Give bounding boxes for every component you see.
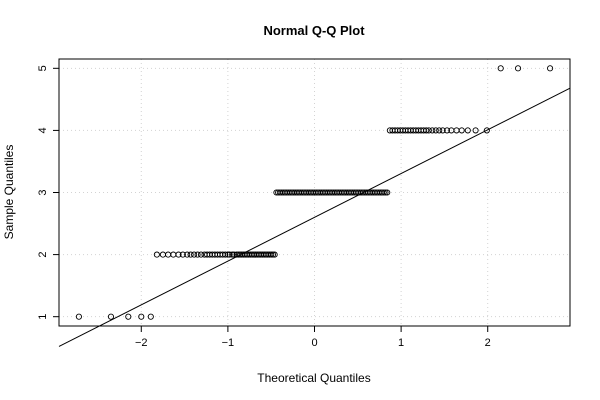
x-tick-label: −1 bbox=[222, 337, 235, 349]
data-point bbox=[187, 251, 194, 258]
data-point bbox=[425, 127, 432, 134]
data-point bbox=[229, 251, 236, 258]
data-point bbox=[165, 251, 172, 258]
data-point bbox=[483, 127, 490, 134]
data-point bbox=[514, 65, 522, 72]
y-axis-label: Sample Quantiles bbox=[2, 145, 16, 240]
y-tick-label: 4 bbox=[37, 127, 49, 133]
data-point bbox=[268, 251, 275, 258]
data-point bbox=[464, 127, 471, 134]
reference-line-group bbox=[58, 87, 571, 347]
data-point bbox=[191, 251, 198, 258]
data-point bbox=[184, 251, 191, 258]
x-tick-label: 1 bbox=[398, 337, 404, 349]
reference-line bbox=[58, 87, 571, 347]
data-point bbox=[423, 127, 430, 134]
data-point bbox=[224, 251, 231, 258]
chart-title: Normal Q-Q Plot bbox=[263, 23, 365, 38]
data-point bbox=[436, 127, 443, 134]
y-tick-label: 5 bbox=[37, 65, 49, 71]
data-point bbox=[230, 251, 238, 258]
data-point bbox=[443, 127, 451, 134]
data-point bbox=[497, 65, 504, 72]
data-point bbox=[429, 127, 436, 134]
data-point bbox=[222, 251, 229, 258]
data-point bbox=[125, 313, 132, 320]
data-point bbox=[153, 251, 160, 258]
grid bbox=[59, 59, 570, 326]
data-point bbox=[382, 189, 389, 196]
data-point bbox=[380, 189, 387, 196]
data-point bbox=[472, 127, 479, 134]
data-point bbox=[147, 313, 154, 320]
data-point bbox=[194, 251, 201, 258]
x-tick-label: 0 bbox=[311, 337, 317, 349]
y-axis: 1 2 3 4 5 bbox=[37, 65, 60, 320]
data-point bbox=[75, 313, 82, 320]
data-point bbox=[458, 127, 465, 134]
x-tick-label: 2 bbox=[485, 337, 491, 349]
x-axis-label: Theoretical Quantiles bbox=[257, 371, 370, 385]
y-tick-label: 1 bbox=[37, 314, 49, 320]
data-point bbox=[159, 251, 166, 258]
data-point bbox=[175, 251, 182, 258]
data-point bbox=[453, 127, 460, 134]
data-point bbox=[197, 251, 205, 258]
data-point bbox=[226, 251, 233, 258]
data-point bbox=[138, 313, 145, 320]
data-point bbox=[384, 189, 391, 196]
x-axis: −2 −1 0 1 2 bbox=[135, 325, 491, 349]
data-point bbox=[547, 65, 554, 72]
data-point bbox=[432, 127, 439, 134]
data-point bbox=[179, 251, 186, 258]
data-point bbox=[269, 251, 276, 258]
data-point bbox=[107, 313, 115, 320]
x-tick-label: −2 bbox=[135, 337, 148, 349]
data-point bbox=[271, 251, 278, 258]
data-point bbox=[439, 127, 446, 134]
y-tick-label: 3 bbox=[37, 189, 49, 195]
y-tick-label: 2 bbox=[37, 252, 49, 258]
data-points bbox=[75, 65, 554, 320]
